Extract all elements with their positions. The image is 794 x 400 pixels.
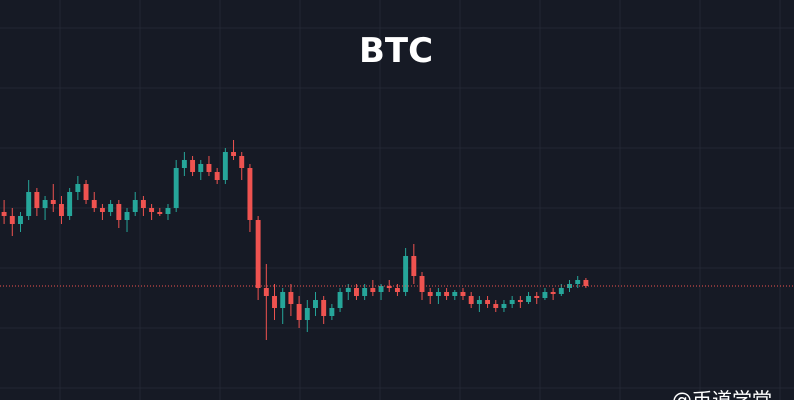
candle-body <box>476 300 482 304</box>
candle-body <box>485 300 491 304</box>
candle-body <box>575 280 581 284</box>
candle-body <box>468 296 474 304</box>
candle-body <box>255 220 261 288</box>
candle-body <box>272 296 277 308</box>
candle-body <box>378 286 384 292</box>
candle-body <box>181 160 187 168</box>
candles <box>1 140 589 340</box>
candle-body <box>517 300 523 302</box>
candle-body <box>247 168 253 220</box>
candle-body <box>140 200 146 208</box>
candle-body <box>386 286 392 288</box>
candle-body <box>411 256 417 276</box>
candle-body <box>567 284 572 288</box>
candle-body <box>329 308 335 316</box>
candle-body <box>83 184 89 200</box>
candle-body <box>67 192 73 216</box>
candle-body <box>427 292 433 296</box>
candle-body <box>337 292 343 308</box>
candle-body <box>132 200 138 212</box>
candle-body <box>18 216 23 224</box>
candle-body <box>394 288 400 292</box>
candle-body <box>99 208 105 212</box>
candle-body <box>34 192 40 208</box>
candle-body <box>435 292 441 296</box>
candle-body <box>460 292 466 296</box>
candle-body <box>239 156 245 168</box>
candle-body <box>206 164 212 172</box>
candle-body <box>42 200 48 208</box>
candle-body <box>288 292 294 304</box>
candle-body <box>198 164 204 172</box>
candle-body <box>313 300 318 308</box>
candle-body <box>50 200 56 204</box>
watermark: @币道学堂 <box>672 388 772 400</box>
candle-body <box>165 208 171 214</box>
candle-body <box>231 152 236 156</box>
candle-body <box>280 292 286 308</box>
candle-body <box>550 292 556 294</box>
candle-body <box>321 300 327 316</box>
candle-body <box>534 296 540 298</box>
candle-body <box>26 192 32 216</box>
candle-body <box>116 204 122 220</box>
candle-body <box>370 288 376 292</box>
candle-body <box>501 304 507 308</box>
candle-body <box>157 212 163 214</box>
chart-title: BTC <box>359 31 433 71</box>
candle-body <box>362 288 368 296</box>
candle-body <box>214 172 220 180</box>
candle-body <box>173 168 179 208</box>
candle-body <box>444 292 450 296</box>
candle-body <box>542 292 548 298</box>
candle-body <box>452 292 458 296</box>
candle-body <box>108 204 114 212</box>
candle-body <box>75 184 81 192</box>
candle-body <box>1 212 7 216</box>
candle-body <box>493 304 499 308</box>
candle-body <box>304 308 310 320</box>
candle-body <box>91 200 97 208</box>
candle-body <box>354 288 359 296</box>
candle-body <box>190 160 196 172</box>
candle-body <box>9 216 15 224</box>
candle-body <box>345 288 351 292</box>
candle-body <box>403 256 409 292</box>
candle-body <box>558 288 564 294</box>
candle-body <box>419 276 425 292</box>
candle-body <box>296 304 302 320</box>
candle-body <box>124 212 130 220</box>
candle-body <box>263 288 269 296</box>
candle-body <box>59 204 64 216</box>
candle-body <box>222 152 228 180</box>
candle-body <box>583 280 589 286</box>
candle-body <box>509 300 515 304</box>
candle-body <box>526 296 531 302</box>
candle-body <box>149 208 155 212</box>
